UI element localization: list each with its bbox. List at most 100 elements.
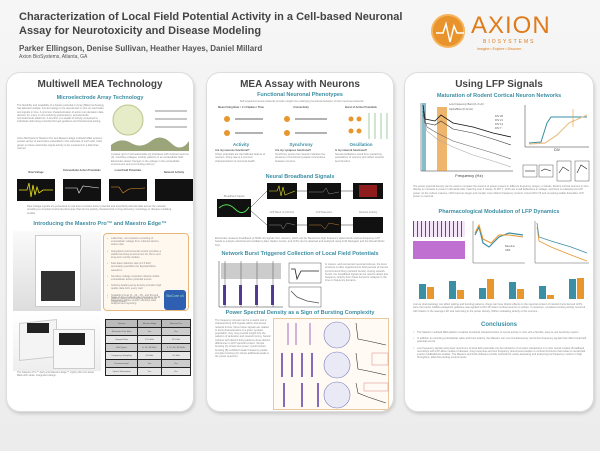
table-cell: Yes [160, 367, 192, 376]
table-cell: Electrode Data Rate [104, 327, 139, 336]
pharm-psd-chart [531, 219, 589, 267]
table-cell: Frequency Sampling [104, 351, 139, 360]
maturation-caption: The power spectral density can be used t… [413, 185, 589, 198]
mea-figure [111, 103, 189, 151]
table-cell: 12.5 kHz [160, 335, 192, 344]
intro-paragraph: The flexibility and scalability of a bip… [17, 104, 105, 124]
signal-label: Local Field Potentials [114, 169, 142, 172]
systems-paragraph: Axion BioSystems' Maestro Pro and Maestr… [17, 137, 103, 150]
legend-low-frequency: Low Frequency Band (1-3 Hz) [449, 103, 484, 106]
table-cell: Optical Stimulation [104, 367, 139, 376]
section-heading: Conclusions [480, 322, 517, 328]
psd-comparison-figure [273, 318, 389, 410]
broadband-flow-figure: Broadband Signal LFP Band (1-100 Hz) LFP… [211, 183, 391, 235]
band-power-chart: DIV [517, 103, 589, 153]
table-cell: Well Types [104, 343, 139, 352]
devices-caption: The Maestro Pro™ (left) and Maestro Edge… [17, 371, 94, 378]
feature-item: Fast data collection rate (12.5 kHz) acc… [107, 262, 163, 272]
flow-label: Network Activity [358, 211, 378, 214]
panel-title: Using LFP Signals [455, 79, 543, 90]
section-heading: Introducing the Maestro Pro™ and Maestro… [33, 221, 167, 227]
table-cell: Yes [137, 367, 162, 376]
maestro-device-image [13, 231, 101, 311]
table-header: Maestro Pro [160, 319, 192, 328]
pharm-bar-charts [413, 271, 589, 299]
panel-title: Multiwell MEA Technology [37, 79, 163, 90]
x-axis-label: DIV [554, 148, 560, 152]
bar-chart [503, 271, 529, 299]
panel-mea-assay: MEA Assay with Neurons Functional Neuron… [206, 72, 394, 412]
table-cell: Yes [137, 327, 162, 336]
feature-item: Sensitive voltage resolution detects sub… [107, 275, 163, 281]
phenotype-question: Is my network functional? [335, 149, 367, 152]
bar-chart [533, 271, 559, 299]
feature-item: Industry-leading array density provides … [107, 284, 163, 290]
signal-label: Network Activity [163, 171, 185, 174]
features-list-extra: State-of-the-art electrode processing (A… [107, 296, 163, 309]
legend-div21: DIV 21 [495, 119, 503, 122]
feature-item: Label-free, non-invasive recording of ex… [107, 237, 163, 247]
psd-maturation-chart: Low Frequency Band (1-3 Hz) Alpha/Beta (… [413, 101, 513, 181]
phenotype-figures [211, 111, 391, 141]
conclusion-item: Low frequency signals and power spectrum… [413, 347, 589, 360]
table-cell: Sample Rate [104, 335, 139, 344]
table-cell: 6, 24, 48, 96 Wells [160, 343, 192, 352]
bar-chart [473, 271, 499, 299]
bar-chart [443, 271, 469, 299]
legend-div7: DIV 7 [495, 127, 502, 130]
table-row: Electrode Data Rate Yes Yes [104, 327, 192, 336]
table-cell: Environmental [104, 359, 139, 368]
biocore-badge: BioCore v4 [164, 290, 186, 310]
feature-item: State-of-the-art electrode processing (A… [107, 296, 163, 306]
phenotype-name: Synchrony [289, 142, 313, 147]
signals-caption: Raw voltage signals are processed in rea… [27, 205, 172, 215]
legend-div28: DIV 28 [495, 115, 503, 118]
logo-wave-icon [431, 14, 465, 48]
panel-using-lfp: Using LFP Signals Maturation of Rodent C… [404, 72, 594, 412]
x-axis-label: Frequency (Hz) [455, 173, 483, 178]
burst-description: In mature, well-connected neuronal cultu… [325, 263, 389, 283]
phenotype-desc: Neural oscillations result from interact… [335, 153, 384, 163]
table-cell: Yes [160, 327, 192, 336]
phenotype-desc: Synchrony across the network indicates t… [275, 153, 326, 163]
legend-gbz: GBZ [505, 249, 511, 252]
conclusions-list: The Maestro multiwell MEA platform enabl… [413, 331, 589, 362]
phenotype-name: Activity [232, 142, 250, 147]
table-cell: Yes [160, 359, 192, 368]
table-header: Feature [104, 319, 139, 328]
action-potential-trace [63, 179, 101, 201]
comparison-table: Feature Maestro Edge Maestro Pro Electro… [104, 319, 192, 376]
legend-div14: DIV 14 [495, 123, 503, 126]
table-cell: 6, 24, 48 Wells [137, 343, 162, 352]
features-box: Label-free, non-invasive recording of ex… [103, 233, 189, 311]
legend-baseline: Baseline [505, 245, 515, 248]
section-heading: Neural Broadband Signals [265, 174, 335, 180]
logo-sub: BIOSYSTEMS [483, 39, 536, 45]
header: Characterization of Local Field Potentia… [0, 0, 600, 64]
table-row: Optical Stimulation Yes Yes [104, 367, 192, 376]
phenotype-question: Are my synapses functional? [275, 149, 312, 152]
signal-label: Raw Voltage [28, 171, 44, 174]
flow-label: LFP Detection [315, 211, 333, 214]
broadband-caption: Electrodes measure broadband (1-5000 Hz)… [215, 237, 385, 247]
mea-figure-caption: A planar grid of microelectrodes (a) int… [111, 153, 189, 166]
section-heading: Power Spectral Density as a Sign of Burs… [225, 310, 375, 316]
table-cell: 12.5 kHz [137, 335, 162, 344]
phenotype-question: Are my neurons functional? [215, 149, 250, 152]
section-heading: Pharmacological Modulation of LFP Dynami… [438, 209, 560, 215]
phenotype-label: Connectivity [293, 106, 309, 109]
feature-item: Integrated environmental control provide… [107, 250, 163, 260]
legend-alpha-beta: Alpha/Beta (8-12 Hz) [449, 108, 474, 111]
section-heading: Microelectrode Array Technology [56, 95, 144, 101]
bar-chart [413, 271, 439, 299]
phenotype-label: Burst of Action Potentials [345, 106, 377, 109]
poster-title: Characterization of Local Field Potentia… [19, 11, 403, 37]
phenotypes-intro: Self-organized neural networks provide i… [239, 100, 365, 103]
phenotype-name: Oscillation [349, 142, 373, 147]
conclusion-item: The Maestro multiwell MEA platform enabl… [413, 331, 589, 334]
logo-name: AXION [471, 12, 551, 39]
table-cell: 0-5 kHz [137, 351, 162, 360]
table-row: Frequency Sampling 0-5 kHz 0-5 kHz [104, 351, 192, 360]
table-header-row: Feature Maestro Edge Maestro Pro [104, 319, 192, 328]
panel-title: MEA Assay with Neurons [240, 79, 360, 90]
